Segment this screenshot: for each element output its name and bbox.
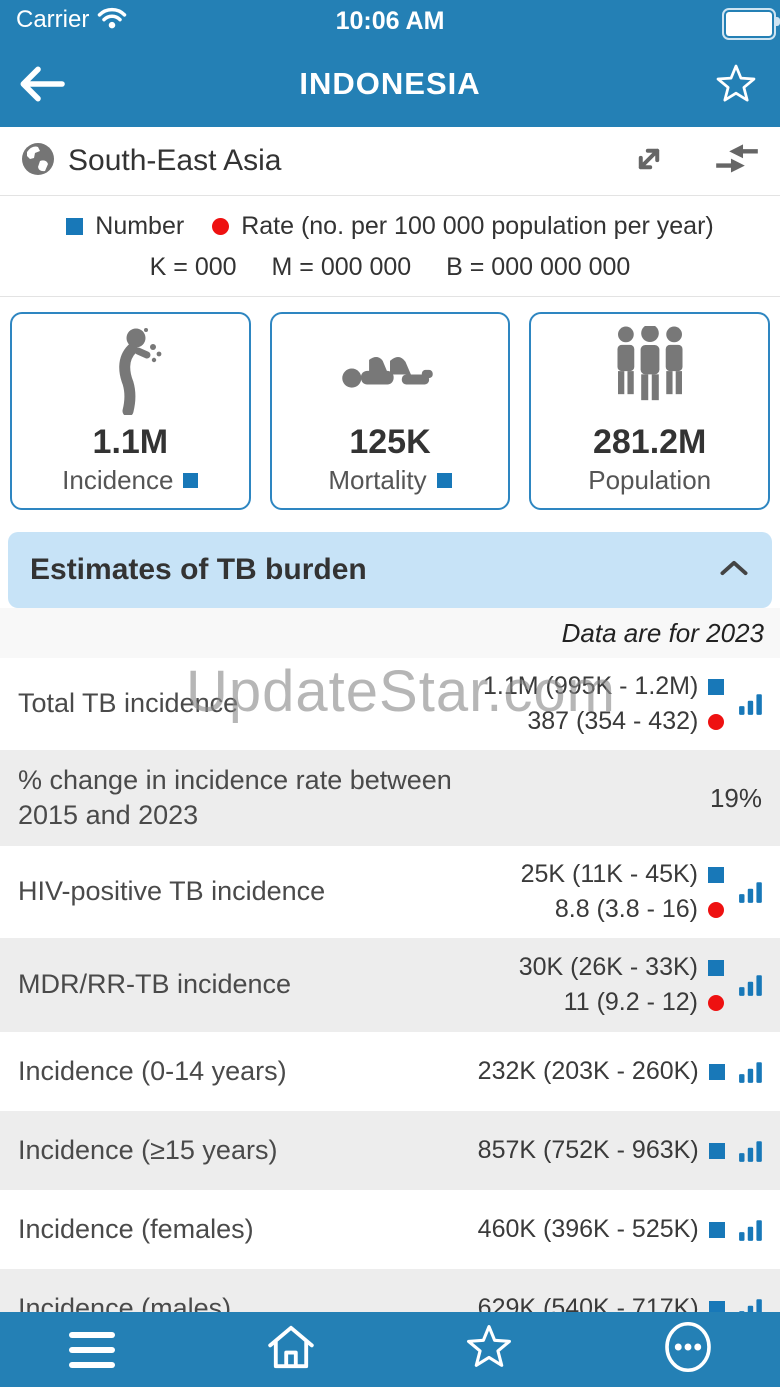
region-name: South-East Asia bbox=[68, 144, 282, 177]
legend: Number Rate (no. per 100 000 population … bbox=[0, 196, 780, 297]
bar-chart-icon[interactable] bbox=[736, 972, 766, 998]
table-row-mdr-rr: MDR/RR-TB incidence 30K (26K - 33K) 11 (… bbox=[0, 938, 780, 1032]
mortality-card[interactable]: 125K Mortality bbox=[269, 312, 511, 510]
people-group-icon bbox=[607, 314, 693, 424]
legend-rate-label: Rate (no. per 100 000 population per yea… bbox=[241, 212, 714, 240]
expand-icon[interactable] bbox=[628, 139, 670, 184]
incidence-label: Incidence bbox=[62, 465, 174, 495]
row-label: Incidence (females) bbox=[18, 1213, 254, 1244]
row-label: Total TB incidence bbox=[18, 688, 239, 719]
data-year-note: Data are for 2023 bbox=[561, 617, 764, 648]
row-label: Incidence (0-14 years) bbox=[18, 1055, 287, 1086]
number-marker-icon bbox=[708, 866, 724, 883]
number-marker-icon bbox=[708, 1142, 725, 1159]
menu-button[interactable] bbox=[62, 1320, 122, 1380]
battery-icon bbox=[722, 8, 780, 40]
favorites-button[interactable] bbox=[459, 1320, 519, 1380]
section-title: Estimates of TB burden bbox=[30, 553, 367, 586]
carrier-label: Carrier bbox=[16, 6, 90, 33]
row-number-value: 25K (11K - 45K) bbox=[520, 860, 698, 888]
bar-chart-icon[interactable] bbox=[736, 691, 766, 717]
number-marker-icon bbox=[708, 1221, 725, 1238]
summary-cards: 1.1M Incidence 125K bbox=[0, 297, 780, 528]
globe-icon bbox=[20, 141, 56, 182]
table-row-total-tb-incidence: Total TB incidence 1.1M (995K - 1.2M) 38… bbox=[0, 658, 780, 750]
row-number-value: 857K (752K - 963K) bbox=[477, 1136, 699, 1164]
number-marker-icon bbox=[183, 473, 199, 488]
row-rate-value: 387 (354 - 432) bbox=[527, 707, 699, 735]
bar-chart-icon[interactable] bbox=[737, 1059, 766, 1085]
number-marker-icon bbox=[708, 678, 725, 695]
wifi-icon bbox=[97, 6, 127, 35]
number-marker-icon bbox=[708, 1063, 725, 1080]
table-row-incidence-females: Incidence (females) 460K (396K - 525K) bbox=[0, 1190, 780, 1269]
unit-b: B = 000 000 000 bbox=[446, 253, 631, 281]
region-row[interactable]: South-East Asia bbox=[0, 127, 780, 196]
number-marker-icon bbox=[708, 959, 724, 976]
incidence-card[interactable]: 1.1M Incidence bbox=[10, 312, 251, 510]
bar-chart-icon[interactable] bbox=[736, 879, 766, 905]
bar-chart-icon[interactable] bbox=[737, 1217, 766, 1243]
page-title: INDONESIA bbox=[299, 65, 481, 101]
rate-marker-icon bbox=[708, 713, 725, 730]
mortality-label: Mortality bbox=[328, 465, 427, 495]
hamburger-icon bbox=[69, 1331, 115, 1368]
row-number-value: 30K (26K - 33K) bbox=[518, 953, 698, 981]
bar-chart-icon[interactable] bbox=[737, 1138, 766, 1164]
rate-marker-icon bbox=[212, 218, 230, 235]
unit-k: K = 000 bbox=[149, 253, 237, 281]
rate-marker-icon bbox=[708, 901, 724, 918]
row-percent-value: 19% bbox=[709, 782, 762, 813]
row-label: HIV-positive TB incidence bbox=[18, 876, 326, 907]
mortality-value: 125K bbox=[349, 422, 431, 461]
lying-person-icon bbox=[340, 314, 440, 424]
row-label: Incidence (≥15 years) bbox=[18, 1134, 278, 1165]
legend-number-label: Number bbox=[95, 212, 185, 240]
more-button[interactable] bbox=[658, 1320, 718, 1380]
nav-bar: INDONESIA bbox=[0, 40, 780, 127]
row-number-value: 460K (396K - 525K) bbox=[477, 1215, 699, 1243]
row-rate-value: 8.8 (3.8 - 16) bbox=[554, 895, 698, 923]
rate-marker-icon bbox=[708, 994, 724, 1011]
ellipsis-circle-icon bbox=[662, 1320, 714, 1379]
home-button[interactable] bbox=[261, 1320, 321, 1380]
section-header-estimates[interactable]: Estimates of TB burden bbox=[8, 532, 772, 608]
top-bar: Carrier 10:06 AM INDONESIA bbox=[0, 0, 780, 127]
home-icon bbox=[265, 1323, 317, 1376]
row-label: % change in incidence rate between 2015 … bbox=[18, 764, 452, 830]
units-key: K = 000 M = 000 000 B = 000 000 000 bbox=[0, 253, 780, 282]
favorite-star-button[interactable] bbox=[708, 56, 764, 112]
number-marker-icon bbox=[66, 218, 84, 235]
table-row-hiv-positive: HIV-positive TB incidence 25K (11K - 45K… bbox=[0, 846, 780, 938]
back-button[interactable] bbox=[14, 56, 70, 112]
row-number-value: 1.1M (995K - 1.2M) bbox=[482, 672, 699, 700]
unit-m: M = 000 000 bbox=[271, 253, 412, 281]
population-value: 281.2M bbox=[592, 422, 707, 461]
data-year-note-row: Data are for 2023 bbox=[0, 608, 780, 658]
row-rate-value: 11 (9.2 - 12) bbox=[563, 988, 698, 1016]
table-row-pct-change: % change in incidence rate between 2015 … bbox=[0, 750, 780, 846]
chevron-up-icon[interactable] bbox=[718, 559, 750, 582]
population-label: Population bbox=[588, 465, 712, 495]
incidence-value: 1.1M bbox=[92, 422, 169, 461]
bottom-nav bbox=[0, 1312, 780, 1387]
population-card[interactable]: 281.2M Population bbox=[529, 312, 771, 510]
table-row-incidence-15plus: Incidence (≥15 years) 857K (752K - 963K) bbox=[0, 1111, 780, 1190]
table-row-incidence-0-14: Incidence (0-14 years) 232K (203K - 260K… bbox=[0, 1032, 780, 1111]
status-bar: Carrier 10:06 AM bbox=[0, 0, 780, 40]
compare-icon[interactable] bbox=[714, 142, 760, 181]
row-number-value: 232K (203K - 260K) bbox=[477, 1057, 699, 1085]
number-marker-icon bbox=[436, 473, 452, 488]
row-label: MDR/RR-TB incidence bbox=[18, 969, 292, 1000]
star-icon bbox=[463, 1322, 515, 1377]
coughing-person-icon bbox=[94, 314, 166, 424]
